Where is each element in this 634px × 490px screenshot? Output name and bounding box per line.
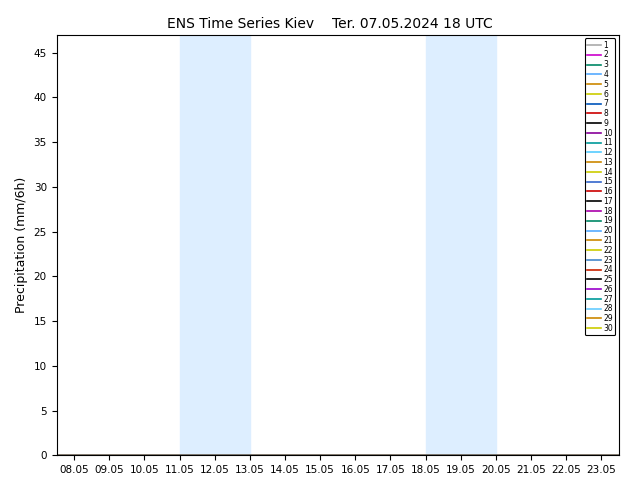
Text: Ter. 07.05.2024 18 UTC: Ter. 07.05.2024 18 UTC — [332, 17, 493, 31]
Y-axis label: Precipitation (mm/6h): Precipitation (mm/6h) — [15, 177, 28, 313]
Bar — [179, 35, 250, 455]
Text: ENS Time Series Kiev: ENS Time Series Kiev — [167, 17, 314, 31]
Legend: 1, 2, 3, 4, 5, 6, 7, 8, 9, 10, 11, 12, 13, 14, 15, 16, 17, 18, 19, 20, 21, 22, 2: 1, 2, 3, 4, 5, 6, 7, 8, 9, 10, 11, 12, 1… — [585, 38, 615, 335]
Bar — [425, 35, 496, 455]
